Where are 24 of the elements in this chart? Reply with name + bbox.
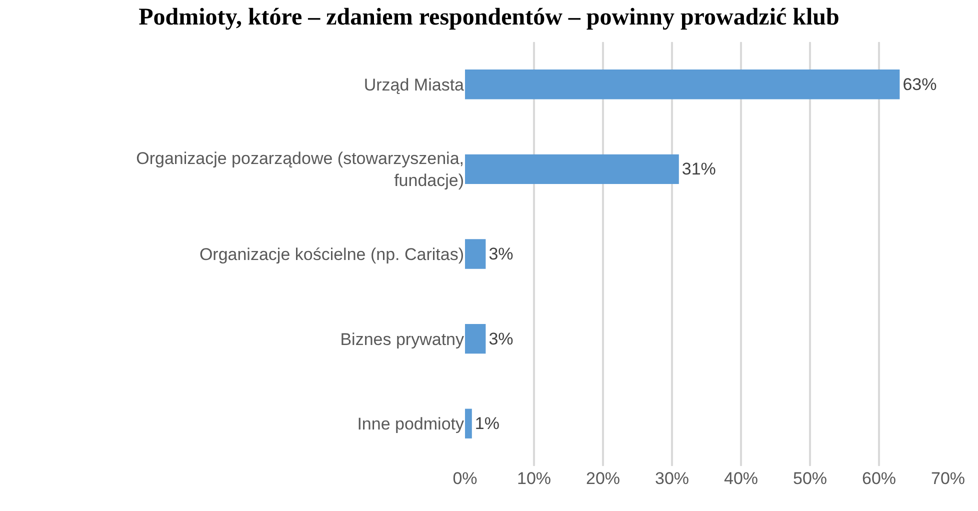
x-tick-label: 50%: [792, 469, 828, 488]
y-tick-label: Inne podmioty: [357, 414, 464, 434]
x-tick-label: 40%: [724, 469, 758, 488]
bar: [465, 154, 679, 184]
data-label: 63%: [902, 74, 937, 94]
x-tick-label: 0%: [452, 469, 478, 488]
data-label: 31%: [682, 160, 716, 179]
bar: [465, 324, 486, 354]
chart-title: Podmioty, które – zdaniem respondentów – powinny prowadzić klub: [138, 4, 840, 30]
x-tick-label: 10%: [516, 469, 552, 488]
y-tick-label: Urząd Miasta: [364, 75, 465, 94]
y-tick-label: Organizacje kościelne (np. Caritas): [199, 244, 464, 264]
bar: [465, 408, 472, 438]
x-tick-label: 20%: [586, 469, 620, 488]
y-tick-label: Organizacje pozarządowe (stowarzyszenia, fundacje): [136, 149, 464, 190]
y-tick-label: Biznes prywatny: [340, 330, 464, 349]
data-label: 3%: [488, 244, 514, 264]
data-label: 1%: [474, 414, 500, 434]
bar: [465, 239, 486, 269]
x-tick-label: 60%: [862, 469, 896, 488]
x-tick-label: 30%: [654, 469, 690, 488]
data-label: 3%: [488, 329, 514, 348]
x-tick-label: 70%: [930, 469, 966, 488]
bar: [465, 70, 900, 100]
